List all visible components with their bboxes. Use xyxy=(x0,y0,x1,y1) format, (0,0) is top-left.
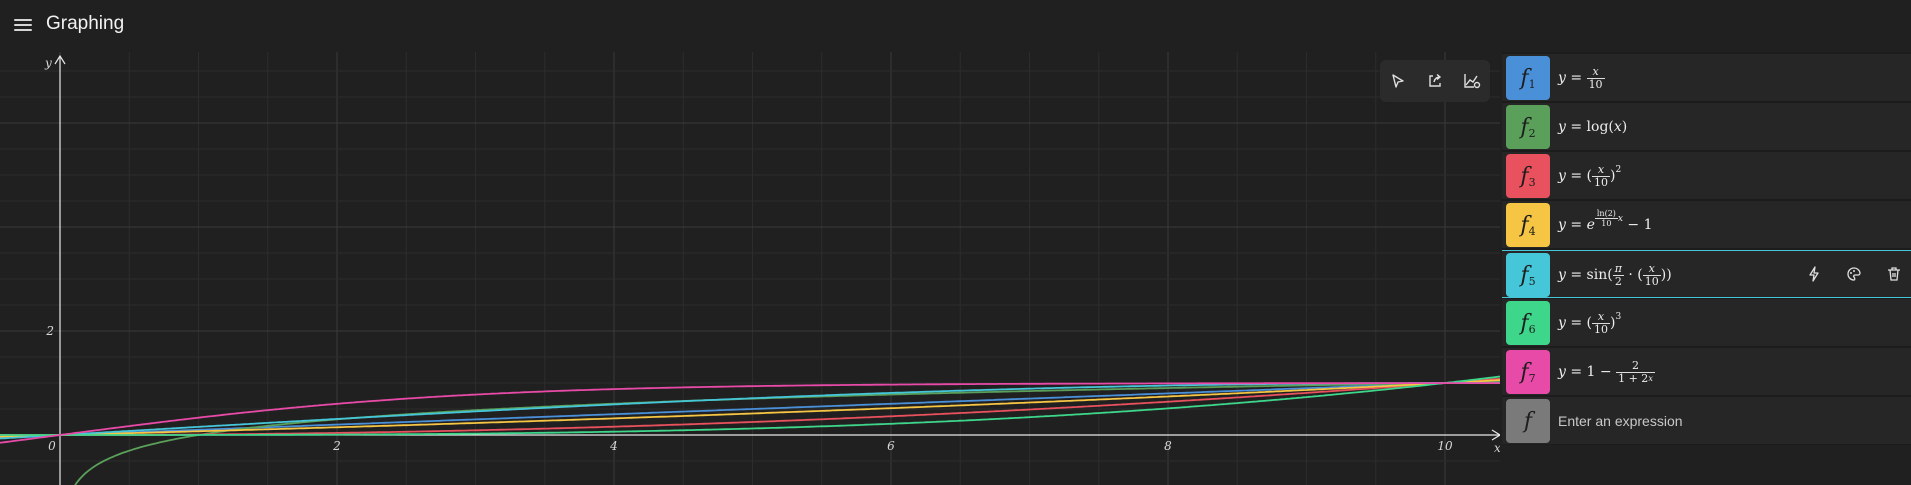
expression-formula[interactable]: y = (x 10)3 xyxy=(1558,309,1622,336)
x-tick-label: 4 xyxy=(609,439,618,453)
x-tick-label: 8 xyxy=(1164,439,1172,453)
x-tick-label: 0 xyxy=(48,439,56,453)
graph-canvas[interactable]: 0 2 4 6 8 10 2 x y xyxy=(0,52,1500,485)
y-axis-arrow xyxy=(54,54,66,65)
x-axis-label: x xyxy=(1494,441,1500,455)
function-analysis-icon[interactable] xyxy=(1803,263,1825,285)
y-tick-label: 2 xyxy=(45,324,54,338)
style-palette-icon[interactable] xyxy=(1843,263,1865,285)
curve-f3 xyxy=(0,377,1500,436)
cursor-icon[interactable] xyxy=(1385,68,1411,94)
curve-f4 xyxy=(0,379,1500,438)
curve-f7 xyxy=(0,382,1500,444)
share-icon[interactable] xyxy=(1422,68,1448,94)
app-title: Graphing xyxy=(46,13,125,34)
row-actions xyxy=(1803,263,1911,285)
expression-formula[interactable]: y = (x 10)2 xyxy=(1558,162,1622,189)
x-tick-label: 2 xyxy=(332,439,341,453)
y-axis-label: y xyxy=(44,56,52,70)
curve-f5 xyxy=(0,382,1500,440)
graph-toolbar xyxy=(1380,60,1490,102)
x-tick-label: 6 xyxy=(887,439,895,453)
expression-formula[interactable]: y = e ln(2) 10 x − 1 xyxy=(1558,209,1653,233)
curve-f6 xyxy=(0,375,1500,436)
x-axis-arrow xyxy=(1491,429,1500,441)
expression-input[interactable]: Enter an expression xyxy=(1558,413,1683,429)
new-expression-row[interactable]: f Enter an expression xyxy=(1502,397,1911,445)
delete-icon[interactable] xyxy=(1883,263,1905,285)
menu-icon[interactable] xyxy=(14,16,32,34)
graph-options-icon[interactable] xyxy=(1459,68,1485,94)
expression-formula[interactable]: y = sin(π 2 · (x 10)) xyxy=(1558,261,1672,288)
expression-formula[interactable]: y = log(x) xyxy=(1558,119,1628,135)
expression-formula[interactable]: y = x 10 xyxy=(1558,64,1605,91)
new-function-button[interactable]: f xyxy=(1506,399,1550,443)
title-bar: Graphing xyxy=(0,0,1911,52)
x-tick-label: 10 xyxy=(1437,439,1453,453)
